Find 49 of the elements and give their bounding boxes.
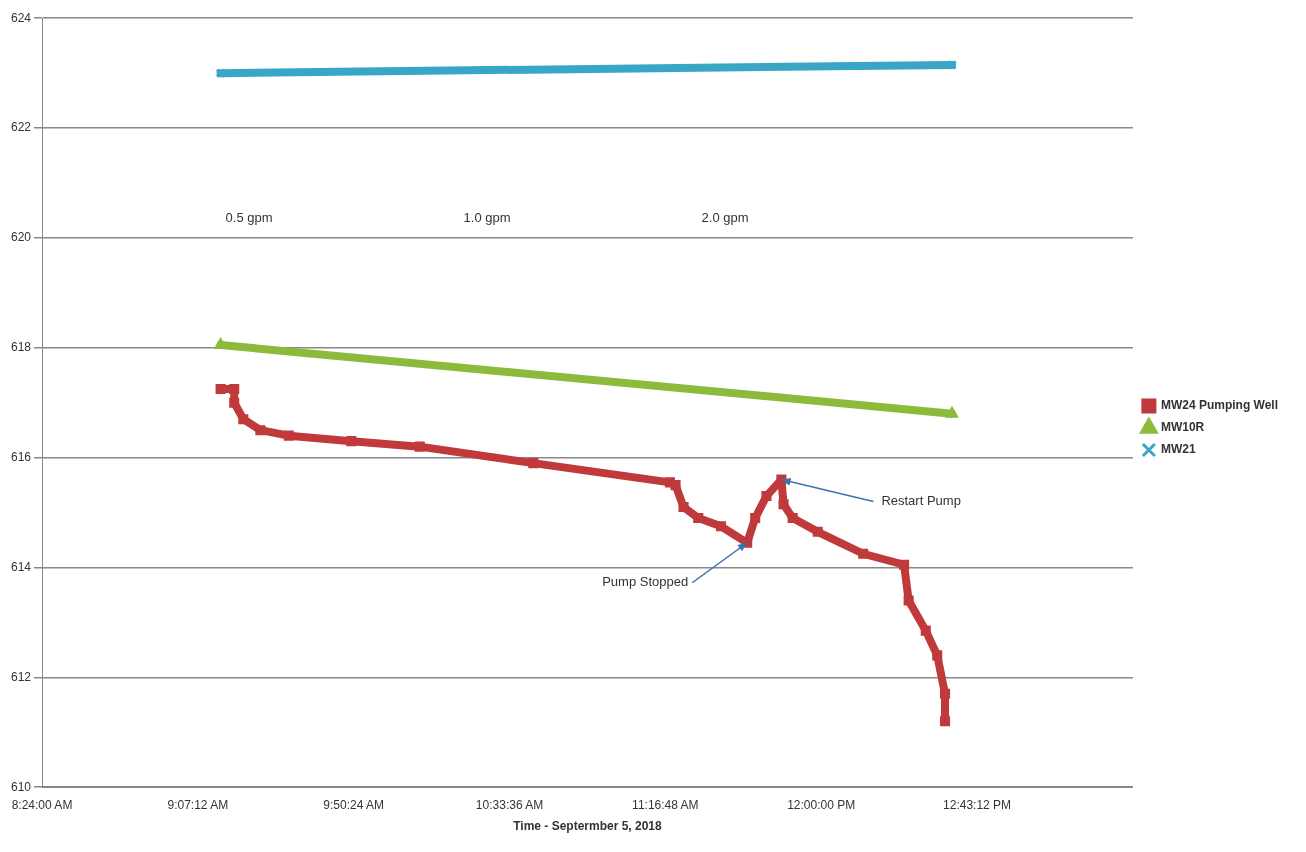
point	[414, 441, 425, 452]
point	[750, 513, 761, 524]
annotation: 2.0 gpm	[701, 209, 749, 225]
point	[761, 491, 772, 502]
point	[939, 688, 951, 699]
point	[715, 521, 727, 532]
point	[238, 414, 249, 425]
legend-label: MW21	[1160, 442, 1196, 457]
point	[229, 383, 240, 394]
y-tick-label: 610	[10, 779, 32, 794]
y-tick-label: 624	[10, 10, 32, 25]
x-tick-label: 12:00:00 PM	[787, 797, 856, 812]
annotation: Pump Stopped	[602, 574, 689, 590]
y-tick-label: 622	[10, 120, 32, 135]
x-tick-label: 9:07:12 AM	[167, 797, 229, 812]
point	[899, 559, 910, 570]
point	[787, 513, 798, 524]
annotation: Restart Pump	[881, 493, 961, 509]
y-tick-label: 618	[10, 340, 32, 355]
point	[670, 480, 681, 491]
point	[346, 436, 357, 447]
point	[528, 458, 539, 469]
point	[932, 650, 943, 661]
y-tick-label: 614	[10, 559, 32, 574]
point	[939, 716, 951, 727]
point	[283, 430, 294, 441]
x-tick-label: 11:16:48 AM	[632, 797, 699, 812]
x-tick-label: 12:43:12 PM	[943, 797, 1012, 812]
x-tick-label: 9:50:24 AM	[323, 797, 385, 812]
legend-label: MW10R	[1160, 420, 1205, 435]
point	[255, 425, 266, 436]
x-axis-title: Time - Septermber 5, 2018	[513, 819, 663, 834]
annotation: 1.0 gpm	[463, 209, 511, 225]
point	[215, 383, 226, 394]
point	[778, 499, 789, 510]
y-tick-label: 612	[10, 669, 32, 684]
legend-label: MW24 Pumping Well	[1160, 398, 1279, 413]
x-tick-label: 8:24:00 AM	[11, 797, 73, 812]
annotation: 0.5 gpm	[225, 209, 273, 225]
point	[693, 513, 704, 524]
y-tick-label: 616	[10, 449, 32, 464]
point	[858, 548, 869, 559]
point	[678, 502, 689, 513]
point	[229, 397, 240, 408]
point	[812, 526, 823, 537]
point	[903, 595, 914, 606]
point	[920, 625, 931, 636]
x-tick-label: 10:33:36 AM	[475, 797, 544, 812]
y-tick-label: 620	[10, 230, 32, 245]
